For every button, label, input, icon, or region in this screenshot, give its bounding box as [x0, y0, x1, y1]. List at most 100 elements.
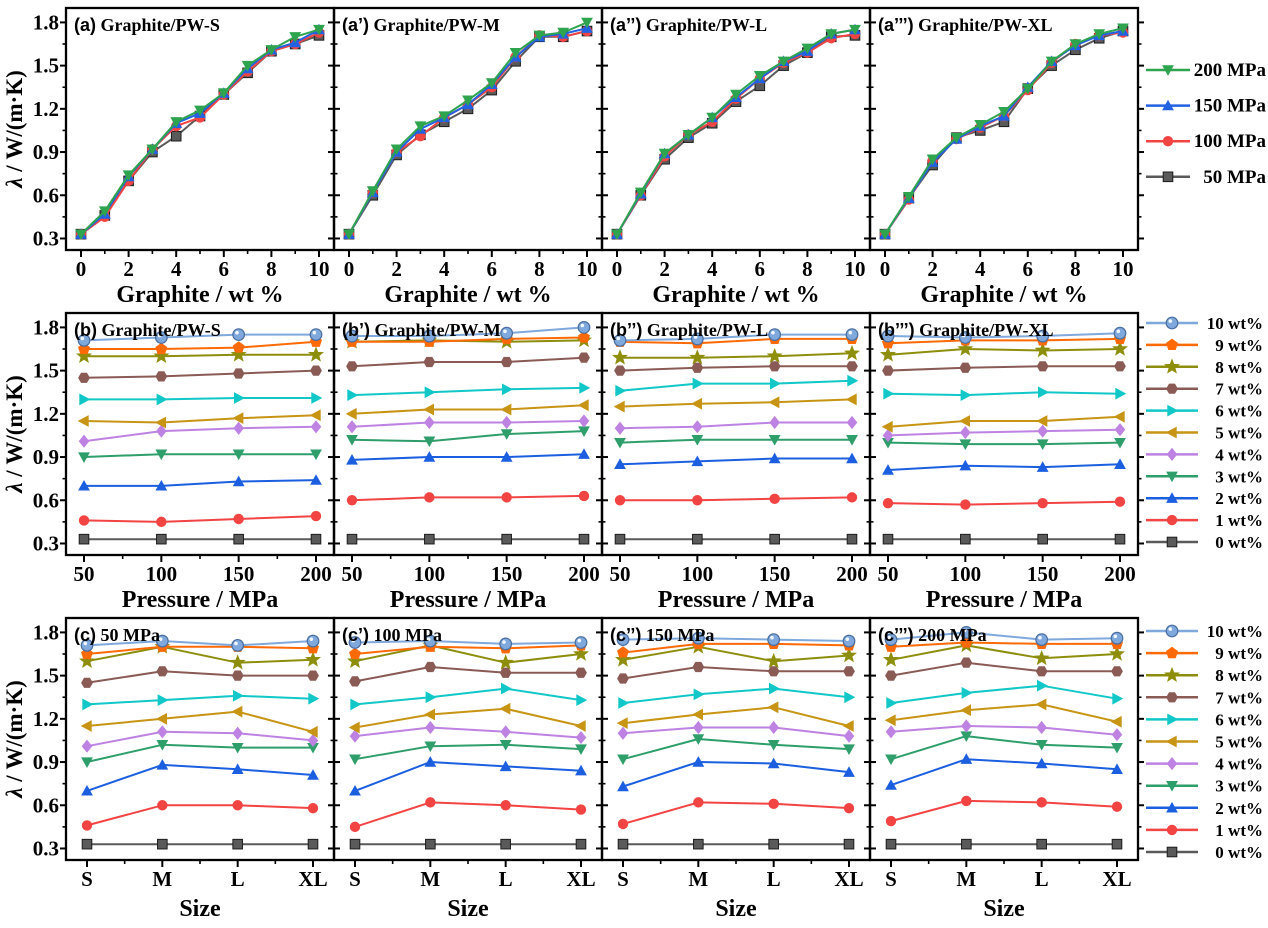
x-tick-label: 4 [439, 257, 450, 281]
series-6-wt% [883, 386, 1127, 402]
series-5-wt% [613, 393, 857, 413]
y-tick-label: 0.3 [33, 531, 59, 555]
legend-item-4-wtpct: 4 wt% [1146, 445, 1263, 464]
x-tick-label: M [420, 867, 440, 891]
x-tick-label: 50 [878, 562, 899, 586]
x-axis-title: Pressure / MPa [926, 587, 1082, 613]
legend-item-5-wtpct: 5 wt% [1146, 733, 1263, 752]
legend-item-1-wtpct: 1 wt% [1146, 821, 1263, 840]
x-tick-label: 6 [755, 257, 766, 281]
legend-item-9-wtpct: 9 wt% [1146, 644, 1263, 663]
x-tick-label: 100 [950, 562, 982, 586]
panel-title: (c’’’) 200 MPa [878, 625, 987, 645]
series-2-wt% [617, 756, 855, 792]
x-tick-label: S [617, 867, 629, 891]
legend-item-200-MPa: 200 MPa [1146, 60, 1266, 81]
row-a: λ / W/(m·K) 0.3 0.6 0.9 1.2 1.5 1.8 0 2 4 6 8 10 (a) … [2, 6, 1266, 308]
y-axis-title: λ / W/(m·K) [2, 70, 27, 189]
legend-item-0-wtpct: 0 wt% [1146, 843, 1263, 862]
x-axis-title: Size [447, 896, 489, 922]
series-3-wt% [882, 437, 1126, 450]
series-10-wt% [80, 634, 320, 652]
series-1-wt% [78, 510, 322, 528]
panel-title: (b’’) Graphite/PW-L [610, 320, 768, 340]
x-tick-label: M [688, 867, 708, 891]
series-0-wt% [81, 838, 319, 850]
legend-item-100-MPa: 100 MPa [1146, 131, 1266, 152]
legend-item-3-wtpct: 3 wt% [1146, 467, 1263, 486]
series-1-wt% [81, 800, 319, 831]
x-tick-label: 10 [1113, 257, 1134, 281]
panel-a3: 0 2 4 6 8 10 (a’’’) Graphite/PW-XL Graphite / w… [864, 6, 1144, 308]
panel-a0: 0 2 4 6 8 10 (a) Graphite/PW-S Graphite / wt % [60, 6, 340, 308]
x-tick-label: 10 [577, 257, 598, 281]
panel-a2: 0 2 4 6 8 10 (a’’) Graphite/PW-L Graphite / wt … [596, 6, 876, 308]
row-c: λ / W/(m·K) 0.3 0.6 0.9 1.2 1.5 1.8 S M L XL (c) 50… [2, 616, 1263, 922]
series-3-wt% [78, 449, 322, 463]
series-0-wt% [78, 533, 322, 545]
series-100-MPa [611, 28, 861, 240]
series-0-wt% [614, 533, 858, 545]
series-10-wt% [881, 326, 1127, 344]
x-tick-label: L [499, 867, 513, 891]
legend-label: 5 wt% [1215, 733, 1263, 752]
legend-label: 7 wt% [1215, 688, 1263, 707]
series-4-wt% [614, 415, 858, 435]
series-8-wt% [76, 346, 324, 364]
series-100-MPa [343, 25, 593, 240]
panel-title: (a’’) Graphite/PW-L [610, 15, 767, 35]
series-8-wt% [880, 340, 1128, 362]
y-axis-title: λ / W/(m·K) [2, 680, 27, 799]
legend-label: 4 wt% [1215, 445, 1263, 464]
panel-frame [868, 6, 1140, 252]
series-4-wt% [617, 720, 855, 743]
legend-item-7-wtpct: 7 wt% [1146, 380, 1263, 399]
series-50-MPa [343, 25, 593, 240]
legend-row-a: 200 MPa 150 MPa 100 MPa 50 MPa [1146, 60, 1266, 188]
y-tick-label: 0.9 [33, 445, 59, 469]
x-tick-label: S [81, 867, 93, 891]
series-0-wt% [885, 838, 1123, 850]
x-tick-label: 150 [491, 562, 523, 586]
series-7-wt% [617, 661, 855, 684]
legend-item-0-wtpct: 0 wt% [1146, 533, 1263, 552]
series-7-wt% [885, 657, 1123, 681]
legend-item-2-wtpct: 2 wt% [1146, 799, 1263, 818]
series-200-MPa [343, 17, 593, 241]
legend-row-c: 10 wt% 9 wt% 8 wt% 7 wt% 6 wt% 5 wt% 4 wt% 3 wt… [1146, 622, 1263, 862]
x-tick-label: 100 [682, 562, 714, 586]
x-tick-label: 2 [391, 257, 402, 281]
y-tick-label: 0.6 [33, 793, 59, 817]
x-axis-title: Pressure / MPa [122, 587, 278, 613]
x-tick-label: XL [834, 867, 863, 891]
series-2-wt% [81, 759, 319, 796]
x-tick-label: 50 [74, 562, 95, 586]
x-tick-label: 6 [219, 257, 230, 281]
panel-title: (c) 50 MPa [74, 625, 160, 645]
series-1-wt% [882, 496, 1126, 510]
series-5-wt% [616, 701, 854, 732]
series-100-MPa [75, 27, 325, 240]
panel-title: (b’’’) Graphite/PW-XL [878, 320, 1053, 340]
legend-item-50-MPa: 50 MPa [1146, 167, 1266, 188]
legend-label: 10 wt% [1207, 622, 1263, 641]
x-tick-label: 4 [975, 257, 986, 281]
y-tick-label: 1.8 [33, 620, 59, 644]
x-tick-label: 150 [223, 562, 255, 586]
legend-label: 10 wt% [1207, 314, 1263, 333]
series-3-wt% [346, 426, 590, 448]
panel-frame [332, 6, 604, 252]
legend-label: 3 wt% [1215, 467, 1263, 486]
series-5-wt% [80, 705, 318, 738]
legend-item-5-wtpct: 5 wt% [1146, 424, 1263, 443]
panel-title: (c’) 100 MPa [342, 625, 442, 645]
series-4-wt% [81, 725, 319, 753]
legend-label: 4 wt% [1215, 755, 1263, 774]
series-6-wt% [618, 682, 856, 709]
panel-b3: 50 100 150 200 (b’’’) Graphite/PW-XL Pressure… [864, 311, 1144, 613]
legend-label: 3 wt% [1215, 777, 1263, 796]
legend-label: 6 wt% [1215, 402, 1263, 421]
series-5-wt% [884, 698, 1122, 728]
x-tick-label: 200 [836, 562, 868, 586]
series-6-wt% [615, 374, 859, 397]
